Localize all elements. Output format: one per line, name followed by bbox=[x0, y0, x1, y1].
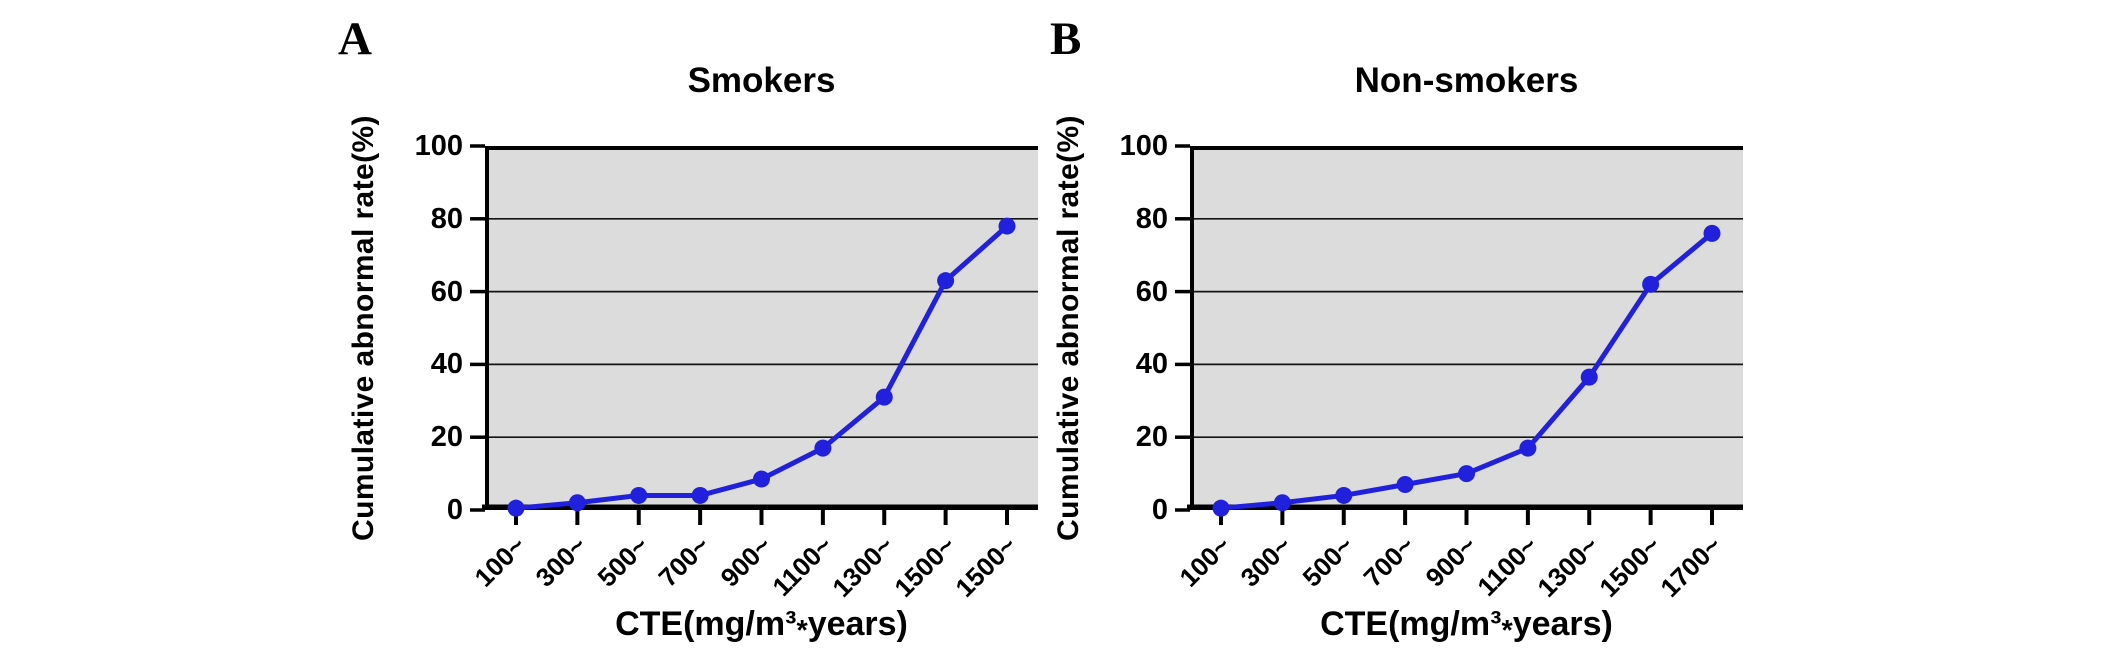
chart-title: Non-smokers bbox=[1354, 61, 1579, 100]
data-point bbox=[1642, 275, 1660, 293]
data-point bbox=[630, 486, 648, 504]
data-point bbox=[1703, 224, 1721, 242]
y-tick-label: 20 bbox=[1135, 421, 1168, 454]
panel-letter: A bbox=[338, 13, 372, 65]
y-tick-label: 100 bbox=[1119, 130, 1168, 162]
data-point bbox=[937, 272, 955, 290]
x-axis-label-text: CTE(mg/m³ bbox=[615, 605, 797, 643]
data-point bbox=[507, 499, 525, 517]
y-tick-label: 0 bbox=[446, 494, 463, 526]
data-point bbox=[998, 217, 1016, 235]
y-tick-label: 80 bbox=[1135, 202, 1168, 235]
x-axis-label: CTE(mg/m³*years) bbox=[1190, 604, 1743, 647]
data-point bbox=[875, 388, 893, 406]
y-tick-label: 100 bbox=[414, 130, 463, 162]
data-point bbox=[1580, 368, 1598, 386]
y-tick-label: 20 bbox=[430, 421, 463, 454]
x-axis-label-text: years) bbox=[1512, 605, 1613, 643]
y-axis-label: Cumulative abnormal rate(%) bbox=[1052, 115, 1085, 541]
data-point bbox=[1396, 476, 1414, 494]
y-tick-label: 80 bbox=[430, 202, 463, 235]
y-tick-label: 40 bbox=[1135, 348, 1168, 381]
data-point bbox=[1458, 465, 1475, 483]
data-point bbox=[814, 439, 832, 457]
panel-letter: B bbox=[1050, 13, 1082, 65]
data-point bbox=[568, 494, 586, 512]
y-tick-label: 40 bbox=[430, 348, 463, 381]
chart-svg bbox=[470, 144, 1038, 525]
plot-area bbox=[1175, 144, 1743, 525]
asterisk-separator: * bbox=[796, 615, 808, 648]
x-axis-label-text: CTE(mg/m³ bbox=[1320, 605, 1502, 643]
data-point bbox=[1519, 439, 1537, 457]
y-tick-label: 60 bbox=[430, 275, 463, 308]
y-tick-label: 0 bbox=[1151, 494, 1168, 526]
plot-area bbox=[470, 144, 1038, 525]
x-axis-label: CTE(mg/m³*years) bbox=[485, 604, 1038, 647]
data-point bbox=[1335, 486, 1353, 504]
plot-background bbox=[1190, 146, 1743, 510]
data-point bbox=[1212, 499, 1230, 517]
chart-svg bbox=[1175, 144, 1743, 525]
data-point bbox=[691, 486, 709, 504]
y-tick-label: 60 bbox=[1135, 275, 1168, 308]
asterisk-separator: * bbox=[1501, 615, 1513, 648]
data-point bbox=[1273, 494, 1291, 512]
chart-title: Smokers bbox=[687, 61, 836, 100]
plot-background bbox=[485, 146, 1038, 510]
x-axis-label-text: years) bbox=[807, 605, 908, 643]
data-point bbox=[753, 470, 770, 488]
